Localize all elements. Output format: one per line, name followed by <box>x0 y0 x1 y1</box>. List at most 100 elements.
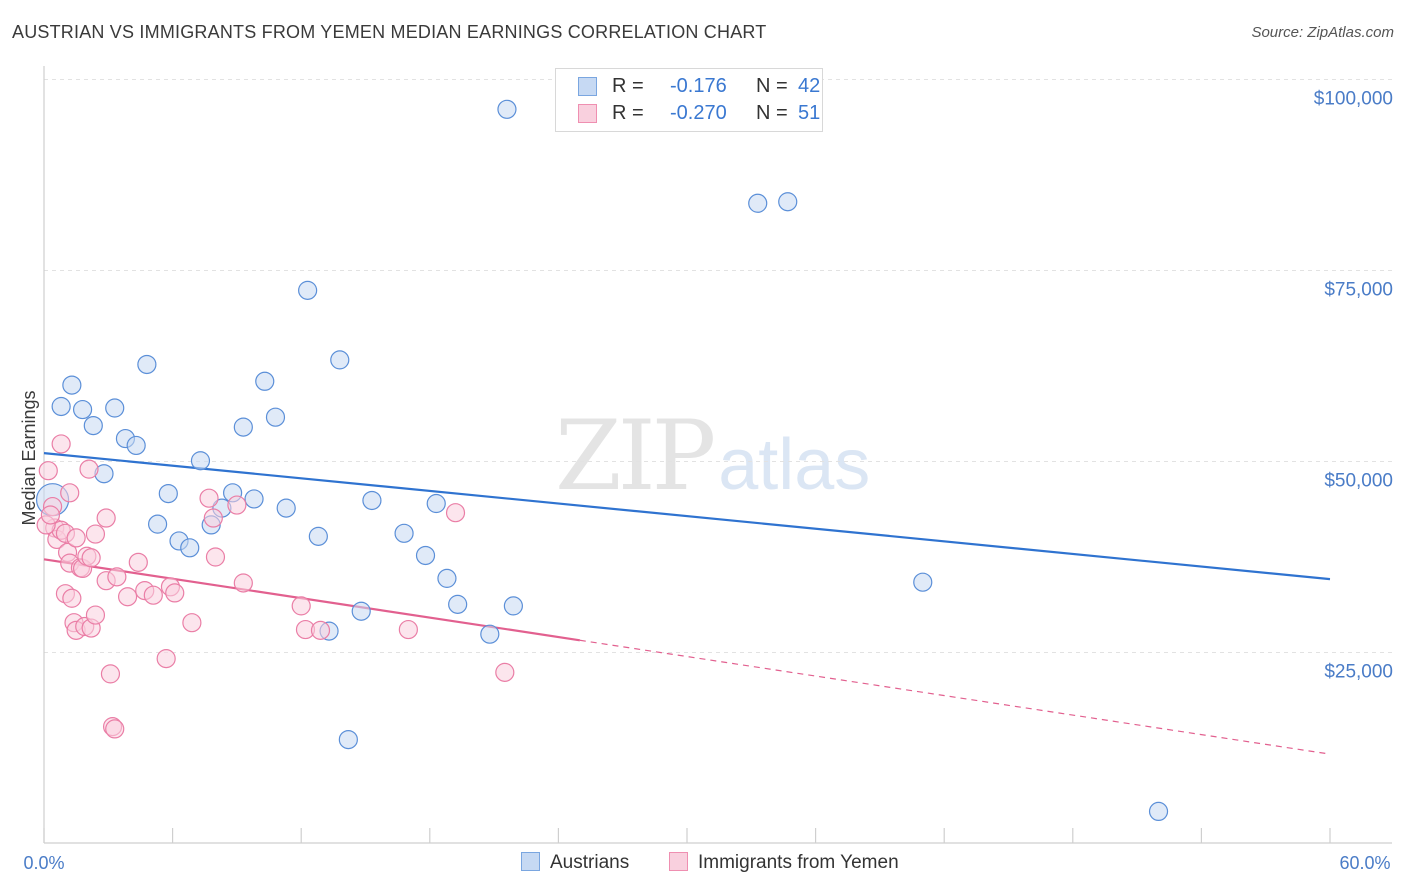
legend-n-label: N = <box>756 75 788 97</box>
data-points <box>35 99 1169 822</box>
legend-swatch-austrians <box>578 77 597 96</box>
point-yemen <box>199 488 219 508</box>
point-austrians <box>497 99 517 119</box>
point-yemen <box>203 508 223 528</box>
point-austrians <box>51 396 71 417</box>
legend-n-value: 51 <box>798 102 821 124</box>
y-axis-label: Median Earnings <box>19 390 39 525</box>
point-austrians <box>233 417 253 437</box>
point-yemen <box>79 459 99 479</box>
x-tick-label: 0.0% <box>23 853 64 873</box>
point-austrians <box>1148 801 1169 822</box>
legend-r-value: -0.270 <box>670 102 727 124</box>
point-yemen <box>66 528 86 548</box>
point-yemen <box>227 495 247 515</box>
legend-swatch-yemen <box>578 104 597 123</box>
point-austrians <box>351 601 371 621</box>
legend-label-yemen: Immigrants from Yemen <box>698 852 899 873</box>
watermark: ZIPatlas <box>555 400 870 512</box>
y-tick-label: $25,000 <box>1324 662 1393 683</box>
trend-line-austrians <box>43 452 1331 581</box>
point-austrians <box>147 514 168 534</box>
point-yemen <box>310 620 331 640</box>
point-yemen <box>182 613 202 633</box>
legend-swatch-austrians <box>521 852 540 871</box>
point-yemen <box>107 567 127 587</box>
point-austrians <box>415 545 436 566</box>
trend-line-yemen-extension <box>579 639 1331 755</box>
point-austrians <box>276 498 296 518</box>
point-yemen <box>495 662 515 682</box>
point-austrians <box>62 375 82 395</box>
legend-r-value: -0.176 <box>670 75 727 97</box>
point-austrians <box>137 354 157 375</box>
y-tick-label: $50,000 <box>1324 471 1393 492</box>
point-yemen <box>205 547 226 567</box>
point-yemen <box>128 552 148 572</box>
series-legend: Austrians Immigrants from Yemen <box>0 852 1406 878</box>
point-austrians <box>338 729 358 750</box>
y-tick-label: $100,000 <box>1314 89 1393 110</box>
point-austrians <box>426 493 446 514</box>
point-austrians <box>748 193 768 213</box>
legend-item-yemen[interactable]: Immigrants from Yemen <box>669 852 899 874</box>
point-yemen <box>117 587 138 607</box>
point-yemen <box>81 548 101 568</box>
point-austrians <box>448 594 468 614</box>
point-austrians <box>126 435 146 456</box>
point-yemen <box>40 505 61 525</box>
point-yemen <box>38 461 58 481</box>
point-yemen <box>62 588 82 608</box>
x-tick-label: 60.0% <box>1339 853 1390 873</box>
point-yemen <box>398 619 418 640</box>
legend-item-austrians[interactable]: Austrians <box>521 852 629 874</box>
point-austrians <box>394 523 414 543</box>
point-austrians <box>244 489 264 509</box>
point-yemen <box>51 434 71 454</box>
correlation-legend: R = -0.176 N = 42 R = -0.270 N = 51 <box>555 68 823 132</box>
point-yemen <box>143 585 163 605</box>
point-austrians <box>190 451 211 471</box>
point-austrians <box>308 526 328 546</box>
watermark-zip: ZIP <box>555 400 716 512</box>
legend-n-value: 42 <box>798 75 821 97</box>
legend-label-austrians: Austrians <box>550 852 630 873</box>
point-yemen <box>156 649 176 669</box>
point-austrians <box>72 399 93 420</box>
point-yemen <box>96 508 116 528</box>
point-austrians <box>913 572 933 592</box>
legend-n-label: N = <box>756 102 788 124</box>
axes <box>43 66 1392 844</box>
point-austrians <box>180 538 200 558</box>
point-yemen <box>60 483 80 503</box>
axis-labels: $25,000 $50,000 $75,000 $100,000 0.0% 60.0% Me… <box>19 89 1393 874</box>
legend-r-label: R = <box>612 75 644 97</box>
watermark-atlas: atlas <box>718 425 871 505</box>
point-yemen <box>233 573 253 593</box>
point-yemen <box>291 596 311 616</box>
point-yemen <box>105 719 125 739</box>
point-austrians <box>503 596 523 616</box>
gridlines <box>44 79 1392 653</box>
point-austrians <box>265 407 286 427</box>
point-austrians <box>255 371 275 391</box>
point-austrians <box>105 398 125 418</box>
point-yemen <box>85 605 106 625</box>
point-austrians <box>298 280 318 300</box>
source-label: Source: ZipAtlas.com <box>1251 24 1394 41</box>
point-austrians <box>158 483 178 504</box>
point-austrians <box>778 192 798 212</box>
point-yemen <box>445 503 466 523</box>
legend-r-label: R = <box>612 102 644 124</box>
point-yemen <box>100 664 121 684</box>
legend-swatch-yemen <box>669 852 688 871</box>
point-austrians <box>83 415 103 436</box>
chart-title: AUSTRIAN VS IMMIGRANTS FROM YEMEN MEDIAN… <box>12 22 767 42</box>
point-austrians <box>362 490 382 511</box>
point-yemen <box>85 524 106 544</box>
point-austrians <box>480 624 500 644</box>
point-yemen <box>165 583 185 603</box>
point-austrians <box>437 568 457 588</box>
y-tick-label: $75,000 <box>1324 280 1393 301</box>
